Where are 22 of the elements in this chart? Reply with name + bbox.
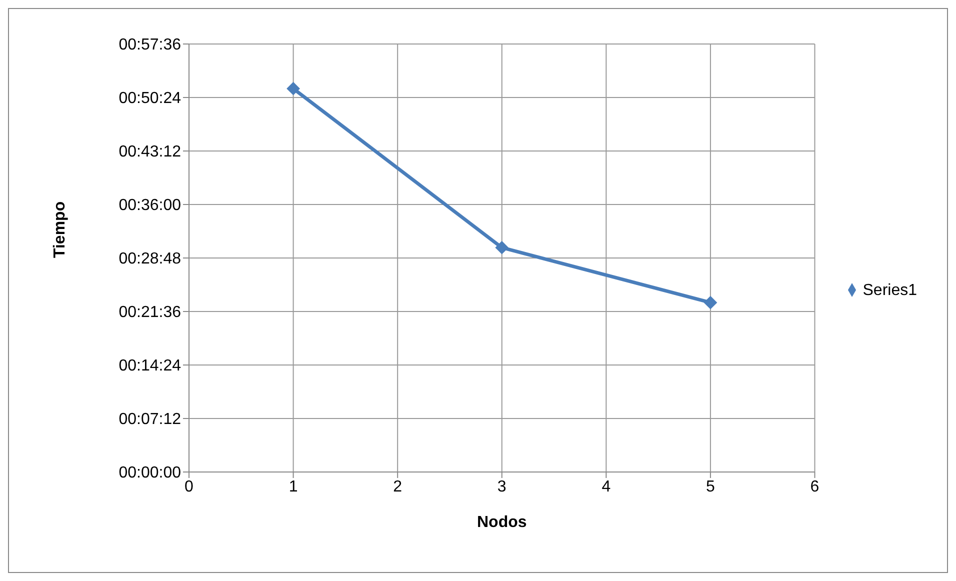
y-tick-label: 00:07:12 [118, 411, 182, 428]
point [286, 82, 300, 96]
x-tick-label: 5 [706, 478, 716, 496]
x-tick-label: 2 [393, 478, 402, 496]
point [495, 241, 508, 254]
y-tick-label: 00:50:24 [118, 90, 182, 108]
x-tick-label: 3 [497, 478, 506, 496]
x-tick-label: 0 [184, 478, 194, 496]
x-tick-label: 1 [288, 478, 298, 496]
x-axis-title: Nodos [476, 514, 527, 531]
y-tick-label: 00:28:48 [118, 250, 182, 268]
x-tick-label: 6 [810, 478, 820, 496]
y-tick-label: 00:43:12 [118, 144, 182, 161]
y-tick-label: 00:14:24 [118, 358, 182, 375]
y-tick-label: 00:21:36 [118, 304, 182, 322]
x-tick-label: 4 [602, 478, 611, 496]
y-axis-title: Tiempo [52, 201, 69, 258]
point [704, 296, 717, 310]
y-tick-label: 00:00:00 [118, 464, 182, 482]
legend-label: Series1 [862, 282, 917, 298]
y-tick-label: 00:36:00 [118, 197, 182, 214]
y-tick-label: 00:57:36 [118, 36, 182, 54]
